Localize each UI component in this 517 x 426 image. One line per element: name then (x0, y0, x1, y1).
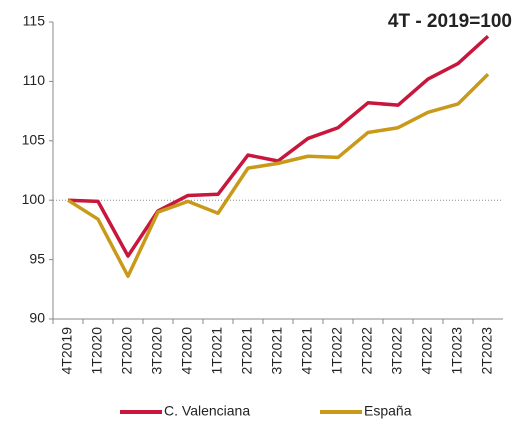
y-tick-label: 105 (22, 132, 46, 148)
x-tick-label: 2T2023 (479, 327, 495, 375)
y-tick-label: 115 (23, 13, 46, 29)
x-tick-label: 1T2022 (329, 327, 345, 375)
x-tick-label: 1T2020 (89, 327, 105, 375)
x-tick-label: 2T2022 (359, 327, 375, 375)
x-tick-label: 4T2020 (179, 327, 195, 375)
y-tick-label: 100 (22, 191, 46, 207)
x-tick-label: 4T2021 (299, 327, 315, 375)
y-tick-label: 110 (23, 72, 46, 88)
x-tick-label: 3T2022 (389, 327, 405, 375)
x-tick-label: 3T2021 (269, 327, 285, 375)
x-tick-label: 1T2023 (449, 327, 465, 375)
y-tick-label: 90 (29, 310, 45, 326)
x-tick-label: 3T2020 (149, 327, 165, 375)
x-tick-label: 2T2021 (239, 327, 255, 375)
y-tick-label: 95 (29, 250, 45, 266)
series-line (67, 34, 490, 258)
chart-title: 4T - 2019=100 (388, 11, 512, 32)
legend-label: C. Valenciana (164, 403, 250, 419)
series-line (67, 73, 490, 278)
x-tick-label: 4T2022 (419, 327, 435, 375)
x-tick-label: 4T2019 (59, 327, 75, 375)
legend-label: España (364, 403, 412, 419)
x-tick-label: 2T2020 (119, 327, 135, 375)
x-tick-label: 1T2021 (209, 327, 225, 375)
